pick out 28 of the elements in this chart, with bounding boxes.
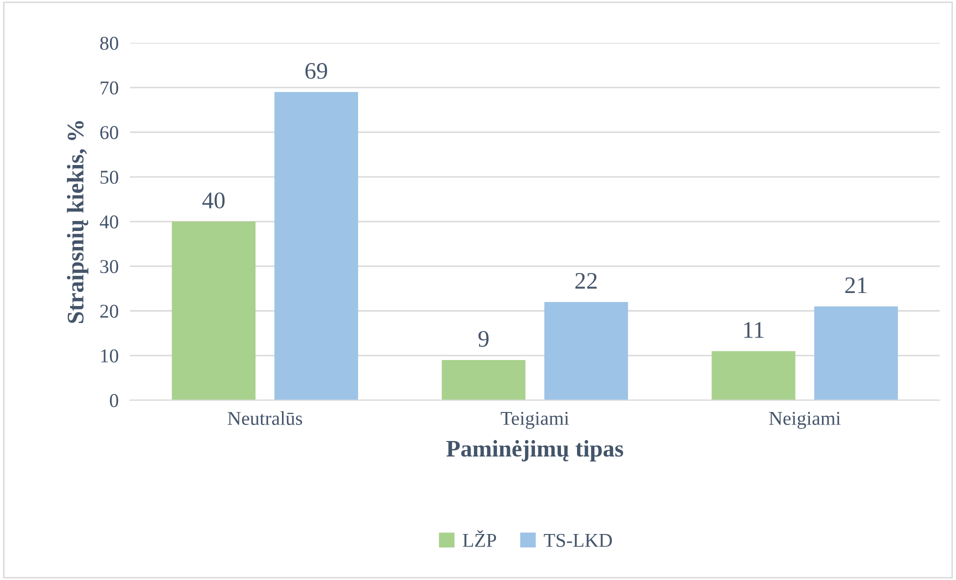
data-label: 21 [845,277,866,294]
y-tick-label: 80 [100,36,118,50]
x-tick-label: Neigiami [769,412,841,429]
data-label: 40 [202,192,225,208]
y-tick-label: 60 [100,126,118,140]
y-tick-label: 30 [100,260,118,274]
y-tick-label: 40 [100,215,118,228]
x-tick-label: Neutralūs [228,411,302,425]
legend-label: LŽP [462,530,496,547]
data-label: 22 [575,272,597,289]
y-tick-label: 20 [100,304,118,318]
bar [544,302,628,400]
x-axis-title: Paminėjimų tipas [446,440,624,462]
y-axis-title: Straipsnių kiekis, % [66,121,88,323]
bar [172,222,256,400]
y-tick-label: 10 [101,349,118,362]
bar [712,351,796,400]
y-tick-label: 0 [110,394,118,408]
x-tick-label: Teigiami [500,412,569,429]
data-label: 9 [478,331,489,347]
data-label: 69 [305,63,328,79]
y-tick-label: 70 [100,81,118,95]
legend-label: TS-LKD [544,534,612,547]
bar [814,306,898,400]
y-tick-label: 50 [100,170,118,184]
bar [442,360,526,400]
data-label: 11 [744,322,764,338]
bar [274,92,358,400]
